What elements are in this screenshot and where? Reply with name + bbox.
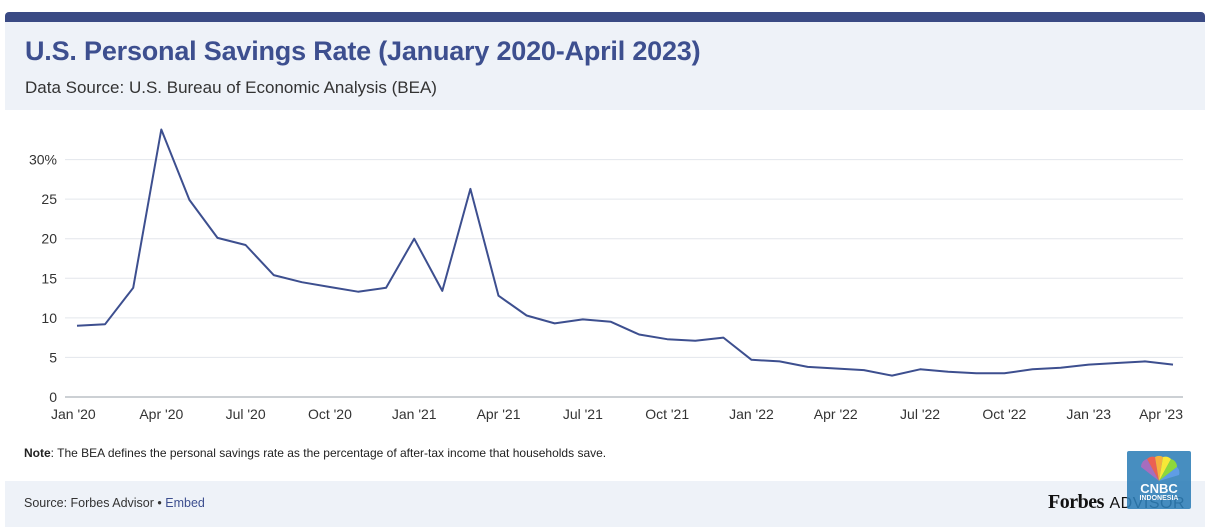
y-tick-label: 0 xyxy=(49,389,57,405)
source-line: Source: Forbes Advisor • Embed xyxy=(24,496,205,510)
chart-note: Note: The BEA defines the personal savin… xyxy=(24,446,606,460)
x-tick-label: Jan '23 xyxy=(1066,406,1111,422)
brand-forbes: Forbes xyxy=(1048,491,1104,513)
x-tick-label: Apr '21 xyxy=(477,406,521,422)
x-tick-label: Jul '21 xyxy=(563,406,603,422)
y-tick-label: 10 xyxy=(41,310,57,326)
data-source-subtitle: Data Source: U.S. Bureau of Economic Ana… xyxy=(25,78,437,97)
y-tick-label: 20 xyxy=(41,231,57,247)
y-tick-label: 30% xyxy=(29,152,57,168)
x-tick-label: Apr '22 xyxy=(814,406,858,422)
x-tick-label: Jan '20 xyxy=(51,406,96,422)
y-tick-label: 25 xyxy=(41,191,57,207)
note-text: : The BEA defines the personal savings r… xyxy=(50,446,607,460)
x-tick-label: Jan '22 xyxy=(729,406,774,422)
x-tick-label: Oct '22 xyxy=(982,406,1026,422)
x-tick-label: Apr '23 xyxy=(1139,406,1183,422)
x-tick-label: Jul '20 xyxy=(226,406,266,422)
x-tick-label: Oct '20 xyxy=(308,406,352,422)
chart-header: U.S. Personal Savings Rate (January 2020… xyxy=(5,22,1205,110)
x-tick-label: Jul '22 xyxy=(900,406,940,422)
top-accent-bar xyxy=(5,12,1205,22)
watermark-cnbc: CNBC xyxy=(1140,481,1178,496)
x-tick-label: Jan '21 xyxy=(392,406,437,422)
cnbc-watermark: CNBC INDONESIA xyxy=(1127,451,1191,509)
source-text: Source: Forbes Advisor • xyxy=(24,496,166,510)
page-title: U.S. Personal Savings Rate (January 2020… xyxy=(25,36,701,66)
chart-footer: Source: Forbes Advisor • Embed Forbes AD… xyxy=(5,481,1205,527)
note-label: Note xyxy=(24,446,51,460)
x-tick-label: Oct '21 xyxy=(645,406,689,422)
savings-rate-line-chart: 0 5 10 15 20 25 30% Jan '20 Apr '20 Jul '20 Oct '2… xyxy=(29,128,1183,422)
series-line-savings-rate xyxy=(76,128,1174,377)
peacock-icon xyxy=(1140,455,1180,481)
x-tick-label: Apr '20 xyxy=(139,406,183,422)
y-tick-label: 5 xyxy=(49,349,57,365)
watermark-indonesia: INDONESIA xyxy=(1139,495,1179,502)
embed-link[interactable]: Embed xyxy=(165,496,205,510)
y-tick-label: 15 xyxy=(41,270,57,286)
